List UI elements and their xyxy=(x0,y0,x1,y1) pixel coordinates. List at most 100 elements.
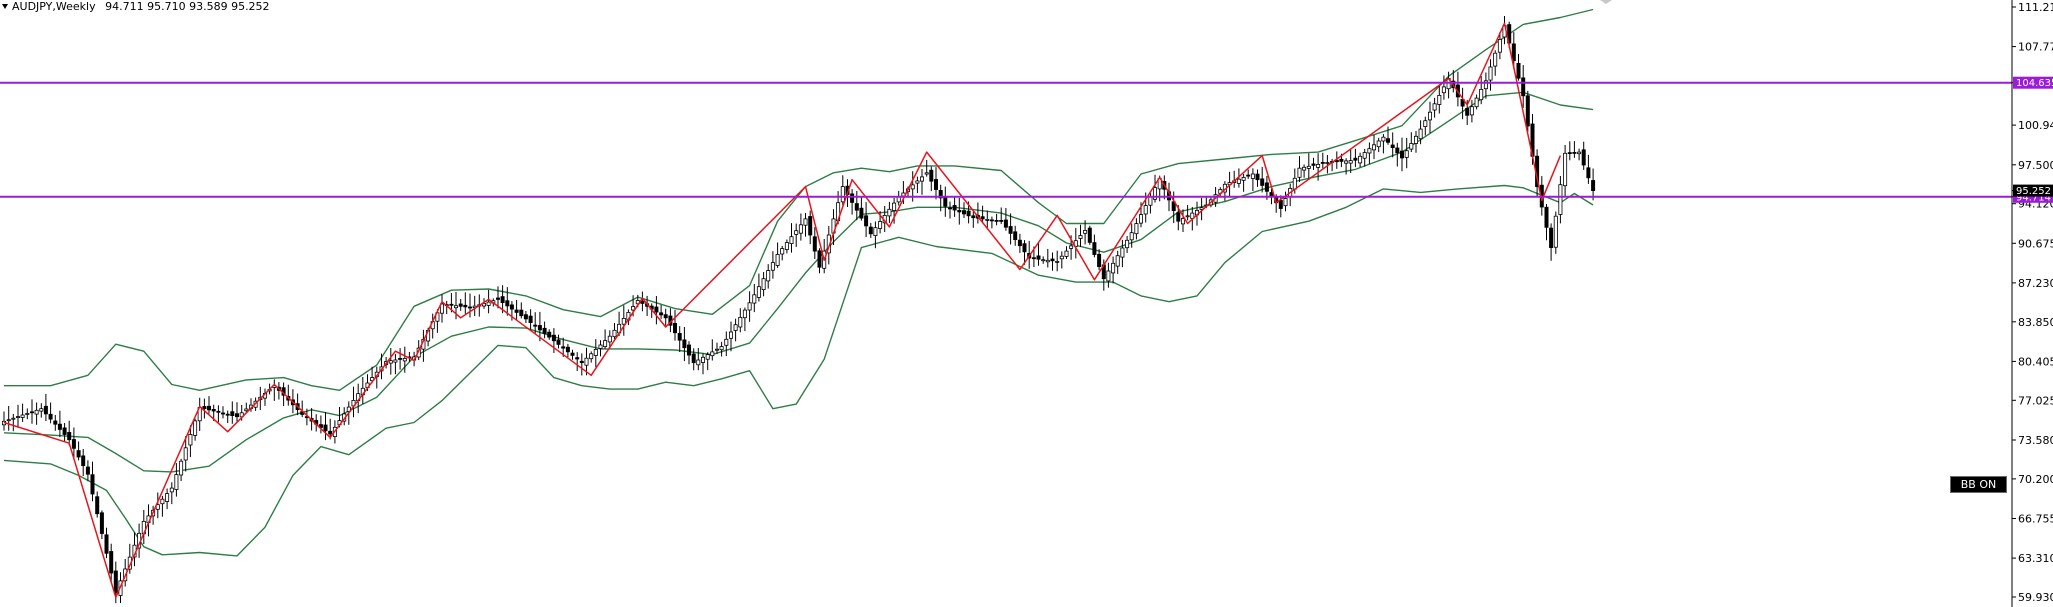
candle xyxy=(1106,262,1111,288)
bb-toggle-button[interactable]: BB ON xyxy=(1950,476,2007,493)
candle xyxy=(975,202,980,224)
candle xyxy=(197,397,202,431)
price-tick-label: 83.850 xyxy=(2018,316,2053,329)
candle xyxy=(169,482,174,505)
price-tick-label: 70.200 xyxy=(2018,473,2053,486)
candle-body xyxy=(752,294,757,304)
candle-body xyxy=(398,357,403,360)
candle xyxy=(90,461,95,502)
candle-body xyxy=(463,304,468,308)
candle xyxy=(989,216,994,229)
candle xyxy=(57,410,62,438)
candle xyxy=(1376,137,1381,153)
bollinger-lower-line xyxy=(3,184,1594,557)
candle xyxy=(537,311,542,342)
candle xyxy=(1041,256,1046,264)
candle xyxy=(53,415,58,431)
price-tick-label: 111.215 xyxy=(2018,1,2053,14)
price-tick-label: 107.770 xyxy=(2018,41,2053,54)
candle-body xyxy=(747,302,752,311)
candle-body xyxy=(1572,151,1577,154)
candle-body xyxy=(701,356,706,363)
candle xyxy=(719,341,724,357)
candle xyxy=(174,463,179,497)
candle-body xyxy=(81,455,86,466)
candle-body xyxy=(67,431,72,441)
candle xyxy=(1129,223,1134,248)
candle-body xyxy=(962,210,967,215)
candle xyxy=(1353,148,1358,168)
candle xyxy=(193,418,198,441)
candle-body xyxy=(761,278,766,291)
candle xyxy=(705,352,710,371)
candle xyxy=(1302,164,1307,178)
horizontal-levels[interactable] xyxy=(0,81,2012,198)
candle xyxy=(612,323,617,340)
candle xyxy=(817,248,822,274)
candle xyxy=(1017,233,1022,253)
candle-body xyxy=(663,314,668,319)
candle-body xyxy=(640,300,645,304)
candle-body xyxy=(1386,138,1391,143)
candle xyxy=(1306,153,1311,180)
candle xyxy=(673,310,678,341)
candle-body xyxy=(985,218,990,221)
candle-body xyxy=(216,410,221,413)
candle-body xyxy=(756,286,761,298)
candle-body xyxy=(1306,165,1311,169)
candle-body xyxy=(318,424,323,428)
price-tick-label: 77.025 xyxy=(2018,394,2053,407)
candle-body xyxy=(244,408,249,412)
candle xyxy=(929,166,934,192)
candle xyxy=(691,348,696,371)
candle xyxy=(472,295,477,316)
candle xyxy=(519,302,524,319)
candle-body xyxy=(915,180,920,184)
candle-body xyxy=(631,306,636,311)
candle xyxy=(971,211,976,228)
candle-body xyxy=(1045,259,1050,263)
candle-body xyxy=(1143,205,1148,215)
candle-body xyxy=(808,216,813,236)
collapse-triangle-icon[interactable] xyxy=(2,4,8,9)
chart-shift-marker-icon[interactable] xyxy=(1600,0,1612,4)
candle-body xyxy=(677,332,682,341)
candle xyxy=(500,285,505,314)
candle xyxy=(1367,142,1372,164)
candle-body xyxy=(598,344,603,349)
candle-body xyxy=(1544,206,1549,228)
candle xyxy=(1572,141,1577,158)
candle-body xyxy=(193,420,198,436)
candle xyxy=(1022,240,1027,265)
current-price-tag-bg xyxy=(2013,184,2053,197)
candle xyxy=(76,441,81,461)
candle-body xyxy=(95,496,100,515)
candle-body xyxy=(1549,227,1554,249)
candle xyxy=(729,321,734,352)
candle xyxy=(770,251,775,279)
candle xyxy=(234,402,239,423)
candle-body xyxy=(1139,214,1144,224)
candle xyxy=(272,379,277,401)
candle xyxy=(141,509,146,545)
candle-body xyxy=(561,346,566,349)
candle-body xyxy=(1092,242,1097,255)
candle xyxy=(1115,250,1120,274)
candle xyxy=(761,272,766,297)
candle xyxy=(1577,148,1582,161)
candle xyxy=(1488,59,1493,91)
candle-body xyxy=(53,420,58,425)
candle xyxy=(887,201,892,223)
candle xyxy=(1097,249,1102,271)
candle-body xyxy=(556,339,561,345)
candle-body xyxy=(887,208,892,217)
candle xyxy=(1055,250,1060,272)
candle-body xyxy=(99,512,104,534)
candle xyxy=(962,202,967,218)
candle-body xyxy=(1311,163,1316,166)
candle xyxy=(752,284,757,313)
candle-body xyxy=(1483,80,1488,90)
price-tick-label: 66.755 xyxy=(2018,513,2053,526)
candle-body xyxy=(165,493,170,502)
